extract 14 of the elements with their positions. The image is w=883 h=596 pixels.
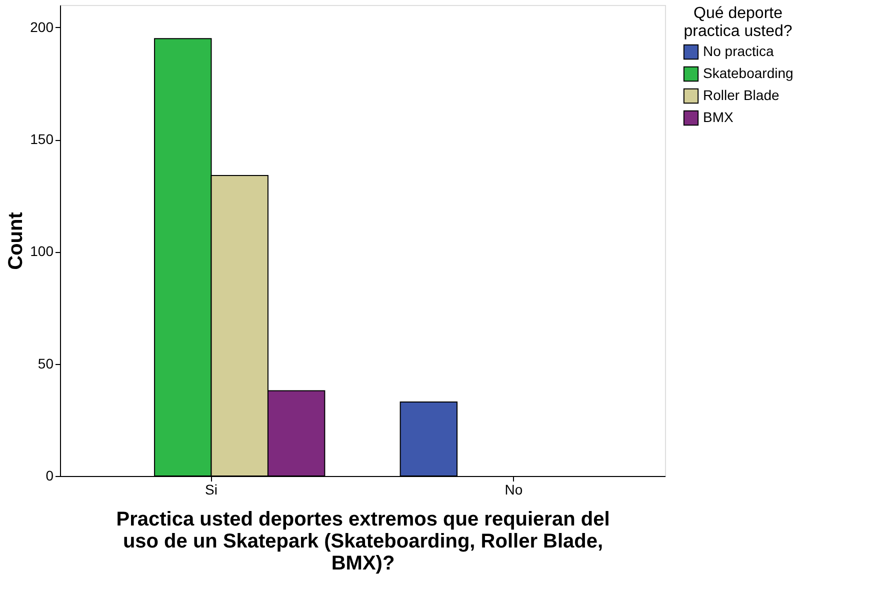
- y-tick-label: 150: [30, 131, 54, 148]
- legend-label: BMX: [703, 109, 734, 125]
- legend-title: Qué deporte practica usted?: [684, 5, 792, 40]
- legend-label: Skateboarding: [703, 65, 794, 81]
- y-tick-label: 200: [30, 18, 54, 35]
- y-tick-label: 0: [46, 468, 54, 484]
- legend-label: Roller Blade: [703, 87, 780, 103]
- x-tick-label: No: [504, 482, 523, 498]
- y-tick-label: 100: [30, 243, 54, 260]
- y-axis-title: Count: [5, 212, 28, 270]
- legend-label: No practica: [703, 43, 774, 59]
- y-tick-label: 50: [38, 355, 54, 372]
- x-axis-title: Practica usted deportes extremos que requieran del uso de un Skatepark (Skateboarding, Roller Blade, BMX)?: [116, 508, 610, 574]
- x-tick-label: Si: [205, 482, 218, 498]
